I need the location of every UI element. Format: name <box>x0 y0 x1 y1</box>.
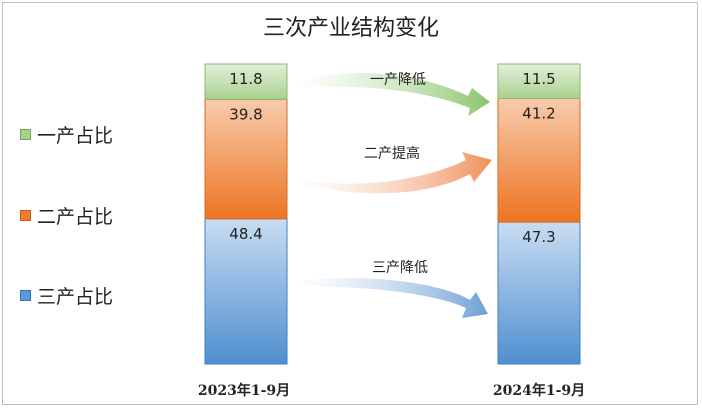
arrow-secondary-icon <box>292 152 492 194</box>
data-label-secondary-1: 41.2 <box>522 105 555 123</box>
bar-primary-0 <box>204 63 288 100</box>
bar-primary-1 <box>497 63 581 99</box>
bar-tertiary-1 <box>497 221 581 365</box>
arrow-tertiary-icon <box>292 278 488 318</box>
legend-item-secondary: 二产占比 <box>20 203 114 228</box>
chart-frame <box>2 2 698 405</box>
x-tick-label-2024: 2024年1-9月 <box>492 383 586 399</box>
arrow-primary-icon <box>290 73 490 116</box>
data-label-secondary-0: 39.8 <box>229 105 262 123</box>
data-label-primary-1: 11.5 <box>522 70 555 88</box>
data-label-tertiary-0: 48.4 <box>229 225 262 243</box>
legend-label-secondary: 二产占比 <box>37 205 114 228</box>
annotation-primary: 一产降低 <box>370 72 426 88</box>
legend-label-tertiary: 三产占比 <box>37 285 114 308</box>
annotation-tertiary: 三产降低 <box>372 260 428 276</box>
legend-label-primary: 一产占比 <box>37 124 114 147</box>
data-label-tertiary-1: 47.3 <box>522 228 555 246</box>
legend-item-primary: 一产占比 <box>20 122 114 147</box>
x-tick-label-2023: 2023年1-9月 <box>197 383 291 399</box>
legend-swatch-secondary-icon <box>20 209 31 221</box>
data-label-primary-0: 11.8 <box>229 70 262 88</box>
chart-title: 三次产业结构变化 <box>262 16 439 41</box>
legend-swatch-primary-icon <box>20 128 31 140</box>
legend-item-tertiary: 三产占比 <box>20 283 114 308</box>
annotation-secondary: 二产提高 <box>364 145 420 162</box>
legend-swatch-tertiary-icon <box>20 289 31 301</box>
bar-secondary-1 <box>497 98 581 223</box>
